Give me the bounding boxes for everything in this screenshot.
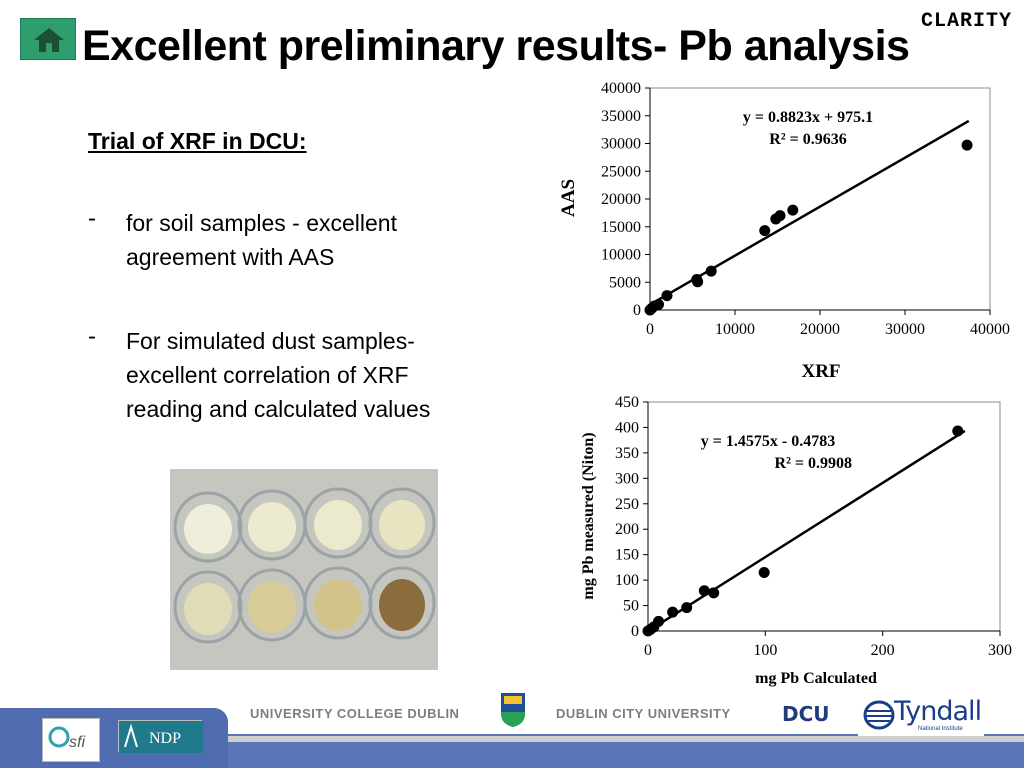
y-tick-label: 20000 [601,191,641,208]
y-tick-label: 250 [615,496,639,513]
data-point [952,425,964,437]
x-tick-label: 40000 [970,321,1010,338]
y-tick-label: 0 [633,302,641,319]
home-icon [34,28,64,52]
chart-calculated-vs-measured-svg: 0 50 100 150 200 250 300 350 400 450 0 100 200 300 y =… [580,394,1012,687]
x-tick-label: 10000 [715,321,755,338]
y-tick-label: 40000 [601,80,641,97]
y-tick-label: 450 [615,394,639,411]
ucd-label: UNIVERSITY COLLEGE DUBLIN [250,706,460,721]
bullet-marker: - [88,205,96,232]
bullet-text: for soil samples - excellent agreement w… [126,210,397,270]
page-title: Excellent preliminary results- Pb analys… [82,22,910,70]
ucd-crest [500,692,526,728]
chart-xrf-vs-aas: 0 5000 10000 15000 20000 25000 30000 35000 40000… [540,76,1024,386]
y-axis-label: mg Pb measured (Niton) [580,432,597,599]
tyndall-subtitle: National Institute [918,726,963,732]
ndp-logo-text: NDP [149,730,181,747]
x-axis-label: mg Pb Calculated [755,670,877,687]
x-tick-label: 30000 [885,321,925,338]
ndp-logo: NDP [118,720,203,753]
y-tick-label: 200 [615,521,639,538]
data-point [667,606,679,618]
tyndall-logo [858,694,984,736]
data-point [653,298,664,310]
data-point [661,290,673,302]
data-point [681,602,693,614]
trendline-r-squared: R² = 0.9636 [769,131,846,148]
data-point [708,587,720,599]
trendline-equation: y = 1.4575x - 0.4783 [701,433,835,450]
footer-divider [228,736,1024,742]
bullet-marker: - [88,323,96,350]
x-axis-label: XRF [801,361,840,382]
chart-xrf-vs-aas-svg: 0 5000 10000 15000 20000 25000 30000 35000 40000… [558,80,1010,382]
data-point [692,276,704,288]
y-tick-label: 0 [631,623,639,640]
x-tick-label: 0 [646,321,654,338]
y-tick-label: 30000 [601,136,641,153]
bullet-item: - for soil samples - excellent agreement… [88,205,488,274]
dcu-logo: DCU [782,702,830,726]
bullet-text: For simulated dust samples- excellent co… [126,328,431,422]
data-point [705,265,717,277]
y-tick-label: 100 [615,572,639,589]
trendline-equation: y = 0.8823x + 975.1 [743,109,873,126]
data-point [787,204,799,216]
y-tick-label: 400 [615,419,639,436]
trendline [649,119,970,306]
y-tick-label: 15000 [601,219,641,236]
chart-calculated-vs-measured: 0 50 100 150 200 250 300 350 400 450 0 100 200 300 y =… [560,390,1024,690]
sample-dishes-photo [170,469,438,670]
subheading: Trial of XRF in DCU: [88,128,307,154]
y-tick-label: 50 [623,598,639,615]
x-tick-label: 100 [753,642,777,659]
y-tick-label: 150 [615,547,639,564]
y-tick-label: 25000 [601,163,641,180]
sfi-logo-text: sfi [69,734,85,751]
data-point [961,139,973,151]
data-point [698,585,710,597]
y-tick-label: 5000 [609,274,641,291]
y-tick-label: 350 [615,445,639,462]
y-tick-label: 10000 [601,247,641,264]
trendline [647,429,966,633]
y-tick-label: 35000 [601,108,641,125]
data-point [759,225,771,237]
data-point [653,615,665,627]
sfi-logo: sfi [42,718,100,762]
y-tick-label: 300 [615,470,639,487]
data-point [758,566,770,578]
trendline-r-squared: R² = 0.9908 [775,455,852,472]
bullet-item: - For simulated dust samples- excellent … [88,323,488,426]
brand-label: CLARITY [920,10,1012,33]
data-point [774,210,786,222]
y-axis-label: AAS [558,179,579,217]
tyndall-wordmark: Tyndall [894,696,982,727]
x-tick-label: 0 [644,642,652,659]
home-button[interactable] [20,18,76,60]
x-tick-label: 20000 [800,321,840,338]
x-tick-label: 200 [871,642,895,659]
dcu-label: DUBLIN CITY UNIVERSITY [556,706,731,721]
x-tick-label: 300 [988,642,1012,659]
